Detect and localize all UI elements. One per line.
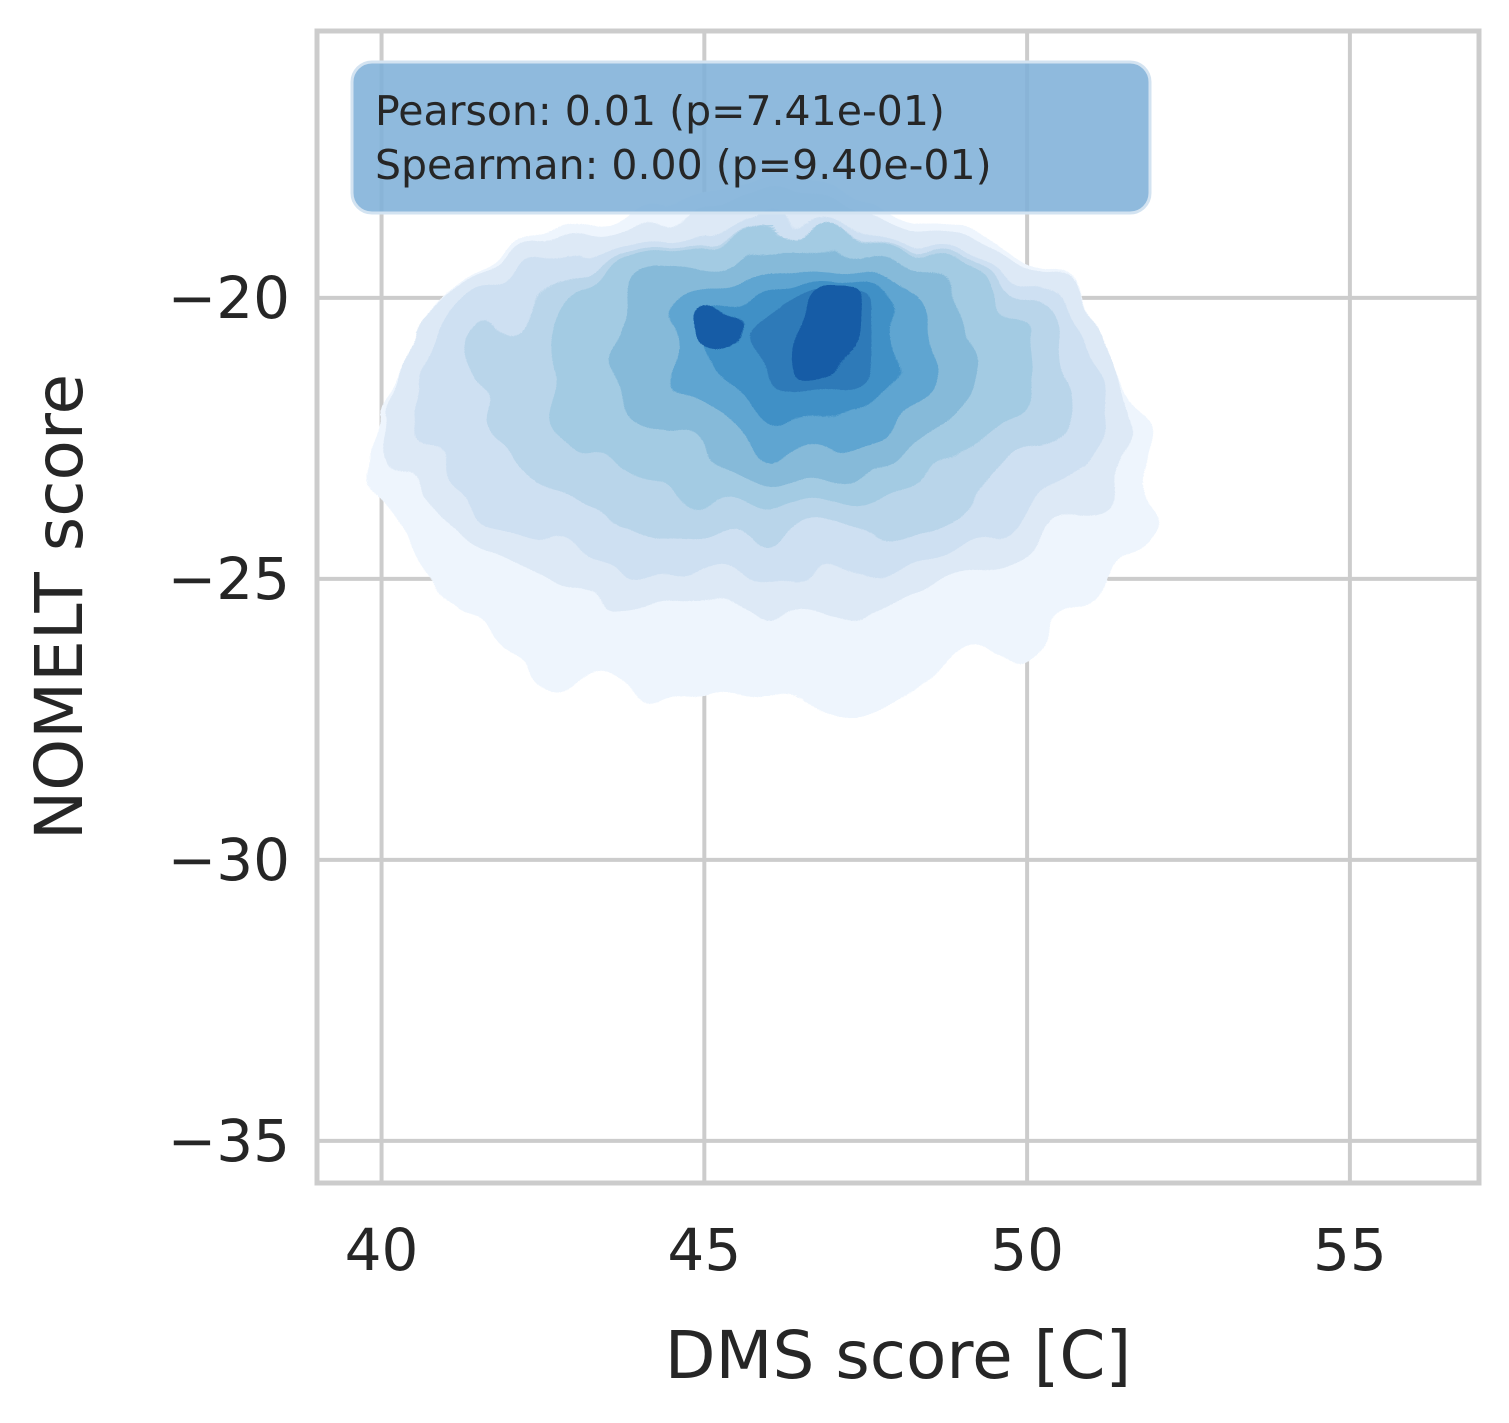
y-tick-label: −20 <box>168 264 290 332</box>
x-tick-label: 40 <box>345 1216 419 1284</box>
x-tick-label: 45 <box>667 1216 741 1284</box>
y-tick-label: −35 <box>168 1107 290 1175</box>
y-tick-label: −30 <box>168 826 290 894</box>
plot-frame <box>314 28 1482 1186</box>
x-tick-label: 50 <box>990 1216 1064 1284</box>
x-axis-label: DMS score [C] <box>665 1317 1132 1394</box>
density-level-10 <box>703 310 745 353</box>
y-axis-ticks: −20 −25 −30 −35 <box>168 264 290 1175</box>
density-contours <box>375 191 1150 709</box>
x-tick-label: 55 <box>1313 1216 1387 1284</box>
spearman-stat: Spearman: 0.00 (p=9.40e-01) <box>375 141 992 189</box>
y-axis-label: NOMELT score <box>21 374 98 840</box>
x-axis-ticks: 40 45 50 55 <box>345 1216 1387 1284</box>
stats-box: Pearson: 0.01 (p=7.41e-01) Spearman: 0.0… <box>350 60 1152 215</box>
density-level-9 <box>788 283 860 380</box>
y-tick-label: −25 <box>168 545 290 613</box>
stats-box-background <box>350 60 1152 215</box>
pearson-stat: Pearson: 0.01 (p=7.41e-01) <box>375 87 945 135</box>
